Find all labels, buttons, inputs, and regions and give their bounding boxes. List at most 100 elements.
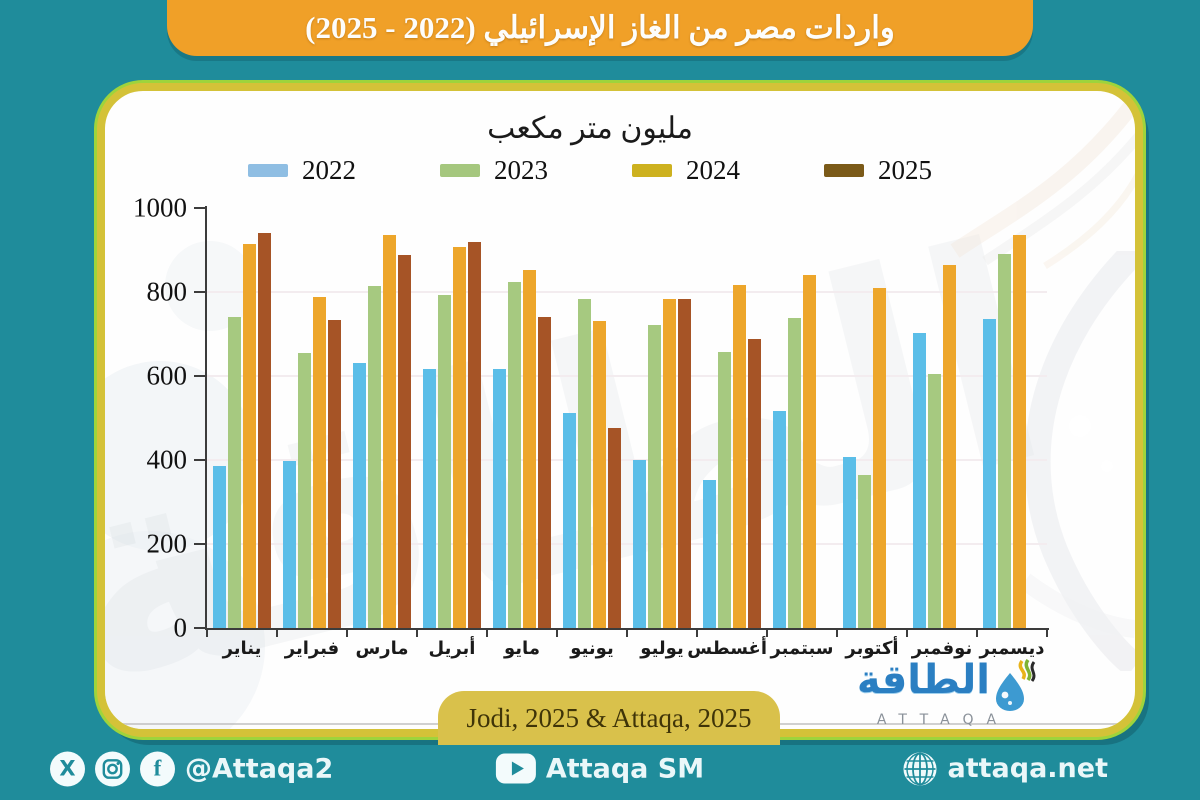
youtube-label[interactable]: Attaqa SM	[545, 753, 705, 784]
bar-2024-7	[733, 284, 746, 628]
y-axis-label: 1000	[133, 192, 187, 223]
x-axis-label: ديسمبر	[979, 638, 1045, 659]
instagram-icon[interactable]	[95, 751, 130, 786]
bar-2024-11	[1013, 235, 1026, 628]
bar-2022-9	[843, 457, 856, 628]
x-axis-label: يوليو	[640, 638, 684, 659]
bar-2022-1	[283, 461, 296, 628]
x-axis-label: مارس	[355, 638, 409, 659]
youtube-icon[interactable]	[495, 753, 536, 784]
bar-2025-4	[538, 317, 551, 628]
legend-label: 2025	[878, 154, 932, 185]
y-axis-tick	[194, 543, 205, 545]
bar-2024-4	[523, 270, 536, 628]
x-axis-label: أبريل	[428, 638, 476, 659]
gridline	[207, 459, 1047, 461]
source-label: Jodi, 2025 & Attaqa, 2025	[466, 702, 752, 733]
page-title: واردات مصر من الغاز الإسرائيلي (2022 - 2…	[305, 10, 895, 45]
x-axis-tick	[486, 628, 488, 637]
bar-2024-1	[313, 297, 326, 628]
bar-2023-2	[368, 285, 381, 628]
x-twitter-icon[interactable]: X	[50, 751, 85, 786]
bar-2022-4	[493, 369, 506, 628]
bar-2023-7	[718, 352, 731, 628]
bar-2023-11	[998, 253, 1011, 628]
bar-2023-0	[228, 317, 241, 628]
x-axis-label: سبتمبر	[770, 638, 834, 659]
legend-swatch-2023	[440, 163, 480, 177]
bar-2022-2	[353, 362, 366, 628]
bar-2022-7	[703, 480, 716, 628]
bar-2025-5	[608, 427, 621, 628]
gridline	[207, 375, 1047, 377]
legend-label: 2023	[494, 154, 548, 185]
y-axis-tick	[194, 207, 205, 209]
legend-label: 2024	[686, 154, 740, 185]
legend-swatch-2025	[824, 163, 864, 177]
chart-title: مليون متر مكعب	[487, 112, 693, 145]
gridline	[207, 543, 1047, 545]
bar-2025-1	[328, 320, 341, 628]
bar-2024-8	[803, 274, 816, 628]
bar-2022-6	[633, 460, 646, 628]
legend-swatch-2024	[632, 163, 672, 177]
legend-item-2025: 2025	[824, 155, 932, 186]
legend-swatch-2022	[248, 163, 288, 177]
x-axis-label: أكتوبر	[845, 638, 899, 659]
legend-item-2023: 2023	[440, 155, 548, 186]
legend-label: 2022	[302, 154, 356, 185]
bar-2023-3	[438, 295, 451, 628]
attaqa-droplet-flame-icon	[996, 659, 1036, 711]
globe-icon[interactable]	[902, 751, 938, 787]
social-handle[interactable]: @Attaqa2	[185, 753, 334, 784]
y-axis-label: 0	[173, 612, 188, 643]
y-axis-label: 200	[146, 528, 188, 559]
gridline	[207, 291, 1047, 293]
bar-2022-11	[983, 318, 996, 628]
bar-2023-4	[508, 282, 521, 628]
bar-2025-7	[748, 339, 761, 628]
y-axis-spine	[205, 206, 207, 630]
source-badge: Jodi, 2025 & Attaqa, 2025	[438, 691, 780, 745]
legend-item-2024: 2024	[632, 155, 740, 186]
y-axis-label: 600	[146, 360, 188, 391]
facebook-icon[interactable]: f	[140, 751, 175, 786]
x-axis-tick	[696, 628, 698, 637]
x-axis-tick	[206, 628, 208, 637]
bar-2023-9	[858, 475, 871, 628]
bar-2025-3	[468, 241, 481, 628]
x-axis-label: يناير	[222, 638, 262, 659]
attaqa-logo-arabic: الطاقة	[856, 657, 990, 703]
y-axis-label: 800	[146, 276, 188, 307]
bar-2025-2	[398, 255, 411, 628]
y-axis-tick	[194, 627, 205, 629]
x-axis-tick	[906, 628, 908, 637]
y-axis-tick	[194, 459, 205, 461]
x-axis-tick	[626, 628, 628, 637]
x-axis-tick	[766, 628, 768, 637]
x-axis-tick	[416, 628, 418, 637]
footer-website-group: attaqa.net	[902, 751, 1109, 787]
bar-2022-0	[213, 466, 226, 628]
attaqa-logo-latin: ATTAQA	[876, 712, 1010, 728]
footer-youtube-group: Attaqa SM	[495, 753, 705, 784]
x-axis-label: يونيو	[570, 638, 614, 659]
chart-card: الطاقة مليون متر مكعب 2022 2023 2024 2025 0…	[97, 83, 1143, 745]
bar-2023-6	[648, 324, 661, 628]
website-url[interactable]: attaqa.net	[947, 753, 1109, 784]
x-axis-tick	[346, 628, 348, 637]
x-axis-tick	[1046, 628, 1048, 637]
bar-2022-3	[423, 369, 436, 628]
y-axis-label: 400	[146, 444, 188, 475]
legend-item-2022: 2022	[248, 155, 356, 186]
bar-2025-6	[678, 298, 691, 628]
x-axis-tick	[556, 628, 558, 637]
x-axis-label: فبراير	[284, 638, 340, 659]
footer-bar: X f @Attaqa2 Attaqa SM attaqa.net	[0, 737, 1200, 800]
bar-2024-5	[593, 320, 606, 628]
bar-2024-9	[873, 288, 886, 628]
bar-2023-8	[788, 318, 801, 628]
header-banner: واردات مصر من الغاز الإسرائيلي (2022 - 2…	[167, 0, 1033, 56]
bar-2025-0	[258, 233, 271, 628]
